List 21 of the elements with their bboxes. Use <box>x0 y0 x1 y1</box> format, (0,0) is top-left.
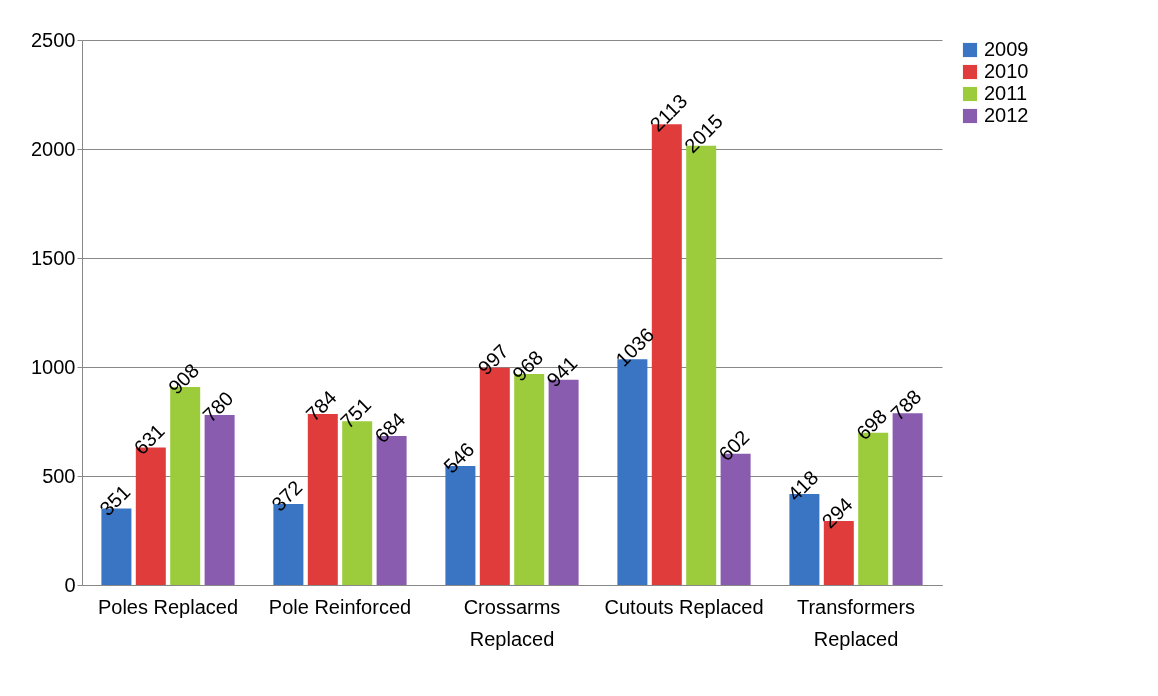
y-tick-label: 500 <box>42 464 76 487</box>
legend-label: 2011 <box>984 82 1028 104</box>
legend-label: 2010 <box>984 60 1029 82</box>
data-label: 546 <box>439 438 479 478</box>
y-tick-label: 1000 <box>31 355 76 378</box>
x-tick-label: Transformers Replaced <box>796 595 916 650</box>
y-tick-label: 1500 <box>31 246 76 269</box>
legend-label: 2012 <box>984 104 1029 126</box>
data-label: 372 <box>267 476 307 516</box>
x-tick-label: Cutouts Replaced <box>604 595 764 618</box>
x-tick-label: Crossarms Replaced <box>463 595 561 650</box>
y-tick-label: 2500 <box>31 28 76 51</box>
x-tick-label: Poles Replaced <box>97 595 239 618</box>
x-tick-label: Pole Reinforced <box>268 595 412 618</box>
data-label: 602 <box>714 425 754 466</box>
data-label: 631 <box>129 419 169 459</box>
legend-label: 2009 <box>984 38 1029 60</box>
data-label: 351 <box>95 480 135 520</box>
y-tick-label: 2000 <box>31 137 76 160</box>
y-tick-label: 0 <box>64 573 76 596</box>
data-label: 788 <box>886 385 926 425</box>
